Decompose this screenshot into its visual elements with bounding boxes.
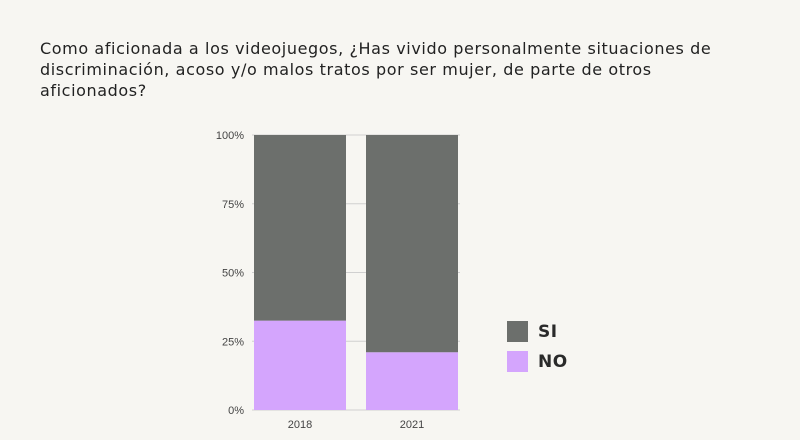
- y-tick-label: 100%: [216, 130, 244, 142]
- legend-swatch-si: [507, 321, 528, 342]
- x-tick-label: 2018: [288, 419, 312, 431]
- legend-label-no: NO: [538, 351, 568, 372]
- y-tick-label: 50%: [222, 268, 244, 280]
- bar-no-2021: [366, 352, 458, 410]
- legend-label-si: SI: [538, 321, 558, 342]
- bar-si-2018: [254, 135, 346, 321]
- legend: SI NO: [507, 320, 568, 380]
- legend-item-no: NO: [507, 350, 568, 373]
- bar-no-2018: [254, 320, 346, 410]
- bar-si-2021: [366, 135, 458, 353]
- x-tick-label: 2021: [400, 419, 424, 431]
- y-axis: 0% 25% 50% 75% 100%: [216, 130, 244, 417]
- legend-item-si: SI: [507, 320, 568, 343]
- y-tick-label: 0%: [228, 405, 244, 417]
- legend-swatch-no: [507, 351, 528, 372]
- x-axis: 2018 2021: [288, 419, 424, 431]
- chart-title: Como aficionada a los videojuegos, ¿Has …: [40, 39, 712, 100]
- y-tick-label: 75%: [222, 199, 244, 211]
- y-tick-label: 25%: [222, 336, 244, 348]
- bars: [254, 135, 458, 410]
